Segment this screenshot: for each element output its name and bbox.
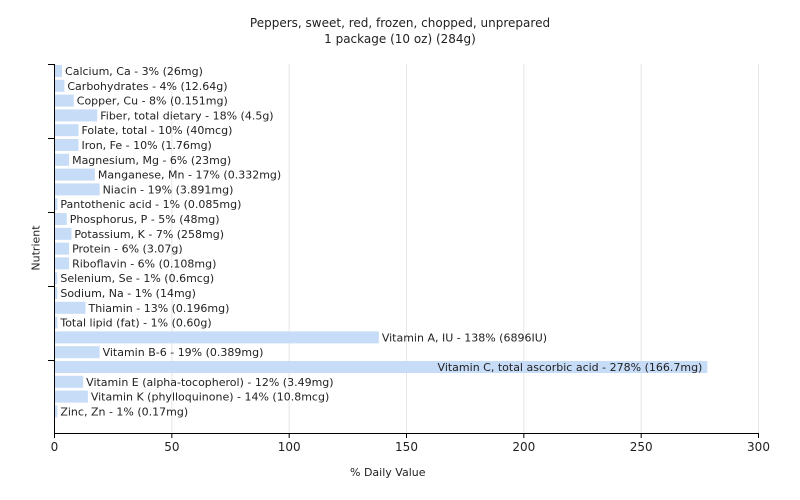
data-label: Folate, total - 10% (40mcg) (81, 124, 232, 137)
data-label: Manganese, Mn - 17% (0.332mg) (98, 169, 281, 182)
bar (55, 124, 79, 137)
data-label: Vitamin A, IU - 138% (6896IU) (382, 331, 547, 344)
bar (55, 198, 58, 211)
bar (55, 79, 65, 92)
bar (55, 257, 70, 270)
data-label: Calcium, Ca - 3% (26mg) (65, 65, 203, 78)
x-tick-label: 100 (278, 440, 301, 454)
data-label: Fiber, total dietary - 18% (4.5g) (100, 109, 273, 122)
data-label: Zinc, Zn - 1% (0.17mg) (60, 405, 188, 418)
bar (55, 213, 67, 225)
data-label: Thiamin - 13% (0.196mg) (88, 302, 230, 315)
chart-title: Peppers, sweet, red, frozen, chopped, un… (249, 16, 551, 30)
bar (55, 227, 72, 240)
data-label: Vitamin C, total ascorbic acid - 278% (1… (438, 361, 703, 374)
x-tick-label: 0 (51, 440, 59, 454)
bar (55, 183, 100, 196)
x-tick-label: 300 (747, 440, 770, 454)
data-label: Sodium, Na - 1% (14mg) (60, 287, 196, 300)
data-label: Selenium, Se - 1% (0.6mcg) (60, 272, 214, 285)
x-tick-label: 50 (164, 440, 179, 454)
bar (55, 242, 70, 255)
bar (55, 390, 88, 403)
bar (55, 375, 84, 388)
data-label: Carbohydrates - 4% (12.64g) (67, 80, 227, 93)
data-label: Total lipid (fat) - 1% (0.60g) (59, 317, 211, 330)
data-label: Vitamin B-6 - 19% (0.389mg) (103, 346, 264, 359)
data-label: Magnesium, Mg - 6% (23mg) (72, 154, 231, 167)
data-label: Riboflavin - 6% (0.108mg) (72, 257, 216, 270)
data-label: Niacin - 19% (3.891mg) (103, 183, 234, 196)
data-label: Iron, Fe - 10% (1.76mg) (81, 139, 211, 152)
bar (55, 361, 708, 373)
bar (55, 109, 98, 122)
bar (55, 168, 95, 181)
bar (55, 316, 58, 329)
data-label: Copper, Cu - 8% (0.151mg) (77, 95, 228, 108)
bar (55, 331, 379, 344)
data-label: Pantothenic acid - 1% (0.085mg) (60, 198, 241, 211)
data-label: Phosphorus, P - 5% (48mg) (70, 213, 220, 226)
bar (55, 287, 58, 299)
bar (55, 139, 79, 151)
x-tick-label: 200 (512, 440, 535, 454)
bar (55, 346, 100, 359)
bar (55, 405, 58, 418)
data-label: Vitamin K (phylloquinone) - 14% (10.8mcg… (91, 391, 329, 404)
bar (55, 94, 74, 107)
bar (55, 301, 86, 314)
bar (55, 65, 63, 77)
data-label: Protein - 6% (3.07g) (72, 243, 183, 256)
data-label: Vitamin E (alpha-tocopherol) - 12% (3.49… (86, 376, 333, 389)
x-tick-label: 250 (630, 440, 653, 454)
x-axis-label: % Daily Value (350, 466, 426, 479)
data-label: Potassium, K - 7% (258mg) (74, 228, 224, 241)
chart-subtitle: 1 package (10 oz) (284g) (324, 32, 476, 46)
bar (55, 153, 70, 166)
x-tick-label: 150 (395, 440, 418, 454)
bar (55, 272, 58, 285)
